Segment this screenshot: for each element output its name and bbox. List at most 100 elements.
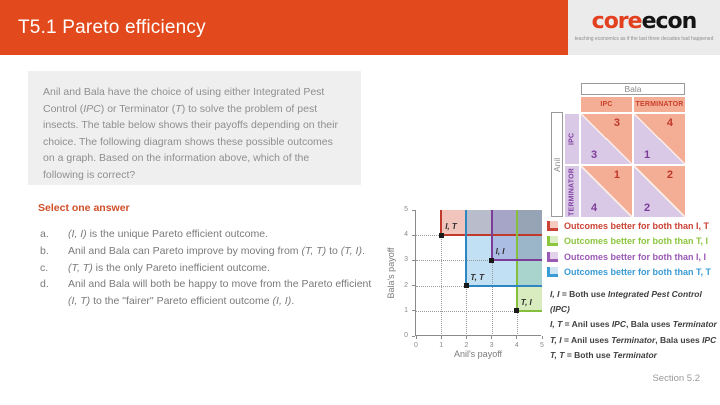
- x-tick-label: 1: [439, 342, 444, 349]
- bala-payoff-value: 2: [666, 169, 673, 181]
- question-text: Anil and Bala have the choice of using e…: [43, 86, 338, 181]
- option-text: Anil and Bala can Pareto improve by movi…: [68, 244, 365, 257]
- option-letter: a.: [40, 228, 49, 240]
- x-tick: [541, 336, 543, 339]
- guide-line-vertical-I-I: [491, 260, 493, 336]
- y-tick: [412, 335, 415, 337]
- logo-econ-text: econ: [641, 9, 698, 34]
- legend-label: Outcomes better for both than T, T: [564, 267, 712, 278]
- anil-payoff-value: 1: [644, 149, 651, 161]
- point-label-I-I: I, I: [495, 247, 505, 257]
- option-text: Anil and Bala will both be happy to move…: [68, 278, 372, 308]
- legend-item: Outcomes better for both than I, T: [547, 221, 717, 231]
- answer-option-b[interactable]: b. Anil and Bala can Pareto improve by mo…: [40, 243, 390, 260]
- x-tick-label: 0: [414, 342, 418, 349]
- legend-swatch-icon: [547, 221, 558, 231]
- y-axis-label: Bala's payoff: [386, 247, 396, 299]
- legend-swatch-icon: [547, 267, 558, 278]
- answer-option-c[interactable]: c. (T, T) is the only Pareto inefficient …: [40, 260, 390, 277]
- guide-line-horizontal-I-T: [416, 235, 442, 237]
- logo-core-text: core: [591, 9, 643, 34]
- col-header-terminator: TERMINATOR: [634, 97, 685, 112]
- option-letter: c.: [40, 261, 49, 274]
- legend-item: Outcomes better for both than T, T: [547, 267, 717, 278]
- point-label-T-I: T, I: [520, 297, 532, 307]
- header-bar: T5.1 Pareto efficiency: [0, 0, 568, 55]
- point-I-T: [438, 232, 444, 238]
- y-tick: [412, 285, 415, 287]
- row-header-terminator: TERMINATOR: [565, 166, 579, 217]
- y-tick: [412, 310, 415, 312]
- question-box: Anil and Bala have the choice of using e…: [28, 71, 361, 185]
- row-player-label: Anil: [551, 112, 563, 217]
- legend-swatch-icon: [547, 236, 558, 247]
- x-tick: [440, 336, 442, 339]
- chart-legend: Outcomes better for both than I, T Outcom…: [547, 221, 717, 283]
- y-tick-label: 5: [404, 206, 408, 213]
- option-text: (I, I) is the unique Pareto efficient ou…: [68, 228, 269, 240]
- x-tick: [465, 336, 467, 339]
- col-player-label: Bala: [581, 83, 685, 95]
- point-label-T-T: T, T: [470, 272, 485, 282]
- x-tick: [516, 336, 518, 339]
- bala-payoff-value: 1: [613, 169, 620, 181]
- coreecon-wordmark: coreecon: [568, 10, 720, 34]
- x-tick-label: 2: [464, 342, 469, 349]
- legend-label: Outcomes better for both than I, T: [564, 221, 710, 231]
- guide-line-horizontal-I-I: [416, 260, 492, 262]
- region-edge-bottom-T-I: [516, 309, 542, 312]
- point-T-I: [514, 308, 520, 314]
- x-tick-label: 3: [489, 342, 494, 349]
- bala-payoff-value: 3: [613, 117, 620, 129]
- page-title: T5.1 Pareto efficiency: [18, 17, 206, 38]
- logo-tagline: teaching economics as if the last three …: [574, 36, 714, 42]
- y-tick-label: 1: [404, 306, 408, 314]
- point-I-I: [489, 257, 495, 263]
- region-better-than-T-T: [466, 210, 542, 286]
- payoff-chart: 0 1 2 3 4 5 0 1 2 3 4 5 I, T T, I I, I T, T Anil's payo…: [386, 206, 544, 359]
- anil-payoff-value: 2: [644, 202, 651, 214]
- x-tick-label: 5: [540, 342, 544, 349]
- bala-payoff-value: 4: [666, 117, 673, 129]
- legend-label: Outcomes better for both than T, I: [564, 236, 709, 247]
- x-tick-label: 4: [514, 342, 519, 349]
- legend-swatch-icon: [547, 251, 558, 262]
- coreecon-logo: coreecon teaching economics as if the la…: [568, 0, 720, 55]
- region-edge-bottom-I-I: [491, 259, 542, 262]
- key-line: I, I = Both use Integrated Pest Control …: [550, 289, 702, 315]
- section-label: Section 5.2: [652, 373, 700, 384]
- payoff-table: Bala IPC TERMINATOR Anil IPC TERMINATOR 3 3 4 1 1 4…: [548, 83, 688, 219]
- x-axis-label: Anil's payoff: [453, 349, 503, 359]
- y-tick: [412, 259, 415, 261]
- legend-item: Outcomes better for both than I, I: [547, 251, 717, 262]
- anil-payoff-value: 3: [591, 149, 598, 161]
- key-line: T, I = Anil uses Terminator, Bala uses I…: [550, 334, 717, 345]
- key-line: T, T = Both use Terminator: [550, 349, 657, 360]
- region-edge-left-T-T: [465, 210, 468, 286]
- row-header-ipc: IPC: [565, 114, 579, 164]
- guide-line-vertical-T-T: [466, 285, 468, 336]
- guide-line-vertical-T-I: [516, 310, 518, 336]
- region-edge-left-I-T: [440, 210, 443, 236]
- y-tick: [412, 234, 415, 236]
- answer-option-a[interactable]: a. (I, I) is the unique Pareto efficient …: [40, 226, 390, 243]
- chart-key: I, I = Both use Integrated Pest Control …: [550, 287, 720, 363]
- legend-label: Outcomes better for both than I, I: [564, 251, 707, 262]
- select-answer-prompt: Select one answer: [38, 202, 130, 214]
- answer-options: a. (I, I) is the unique Pareto efficient …: [40, 226, 390, 310]
- key-line: I, T = Anil uses IPC, Bala uses Terminat…: [550, 319, 717, 330]
- answer-option-d[interactable]: d. Anil and Bala will both be happy to mo…: [40, 276, 390, 310]
- x-tick: [415, 336, 417, 339]
- y-tick-label: 4: [404, 231, 408, 239]
- anil-payoff-value: 4: [591, 202, 598, 214]
- point-T-T: [463, 283, 469, 289]
- y-tick: [412, 209, 415, 211]
- x-tick: [491, 336, 493, 339]
- option-letter: d.: [40, 278, 49, 291]
- col-header-ipc: IPC: [581, 97, 632, 112]
